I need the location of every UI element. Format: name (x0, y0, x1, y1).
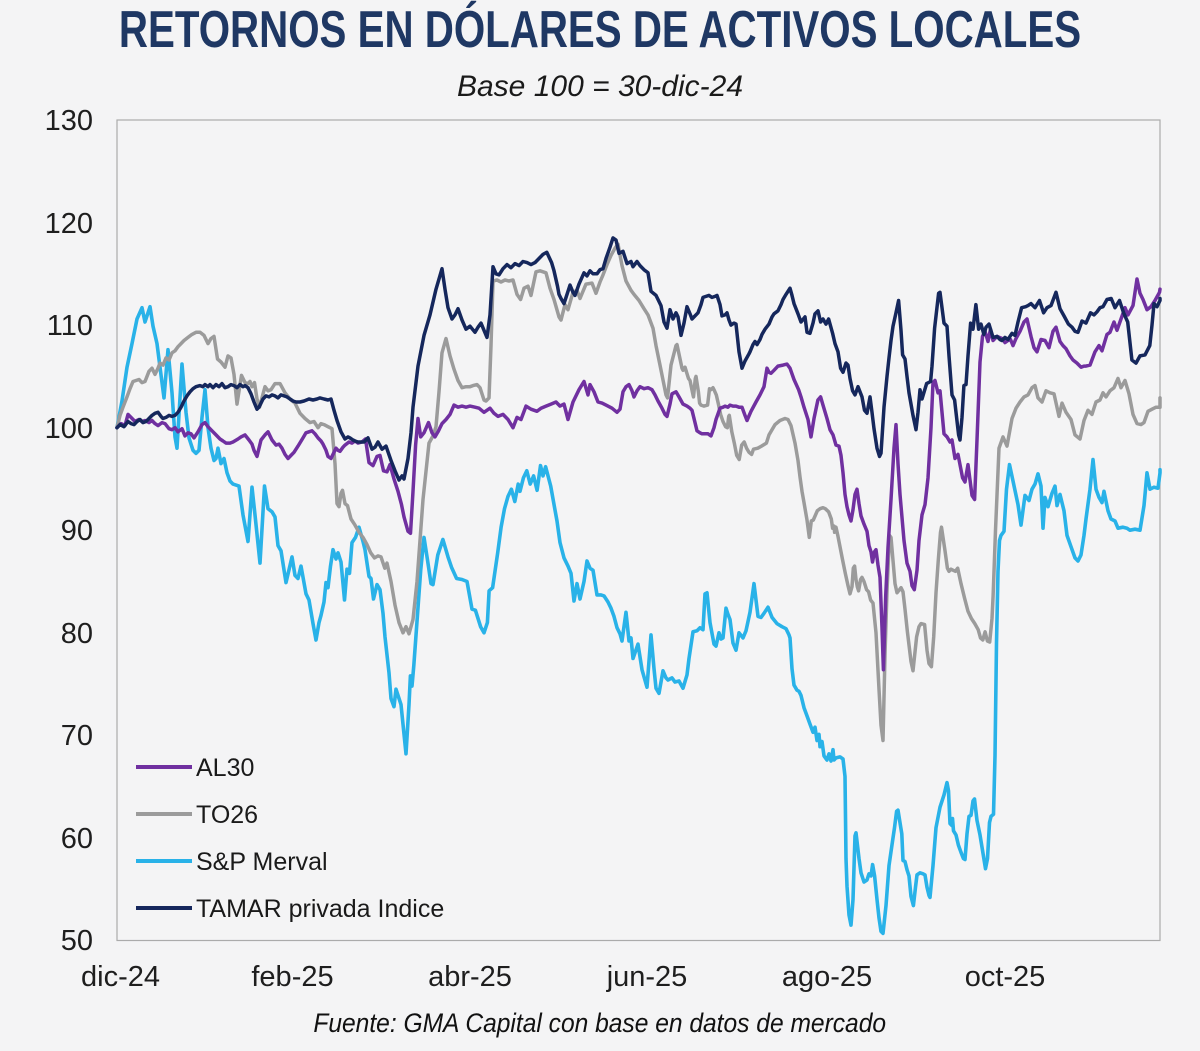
svg-text:120: 120 (45, 208, 93, 240)
svg-text:130: 130 (45, 105, 93, 137)
svg-text:TAMAR privada Indice: TAMAR privada Indice (196, 895, 444, 923)
svg-text:80: 80 (61, 618, 93, 650)
svg-text:50: 50 (61, 925, 93, 957)
svg-text:feb-25: feb-25 (251, 961, 333, 993)
svg-text:100: 100 (45, 413, 93, 445)
svg-text:110: 110 (47, 310, 93, 342)
svg-text:dic-24: dic-24 (81, 961, 160, 993)
svg-text:ago-25: ago-25 (782, 961, 872, 993)
svg-text:oct-25: oct-25 (965, 961, 1046, 993)
svg-text:60: 60 (61, 823, 93, 855)
svg-text:TO26: TO26 (196, 801, 258, 829)
svg-text:AL30: AL30 (196, 754, 254, 782)
svg-text:90: 90 (61, 515, 93, 547)
svg-text:jun-25: jun-25 (606, 961, 688, 993)
svg-text:70: 70 (61, 720, 93, 752)
svg-text:S&P Merval: S&P Merval (196, 848, 328, 876)
svg-text:abr-25: abr-25 (428, 961, 512, 993)
